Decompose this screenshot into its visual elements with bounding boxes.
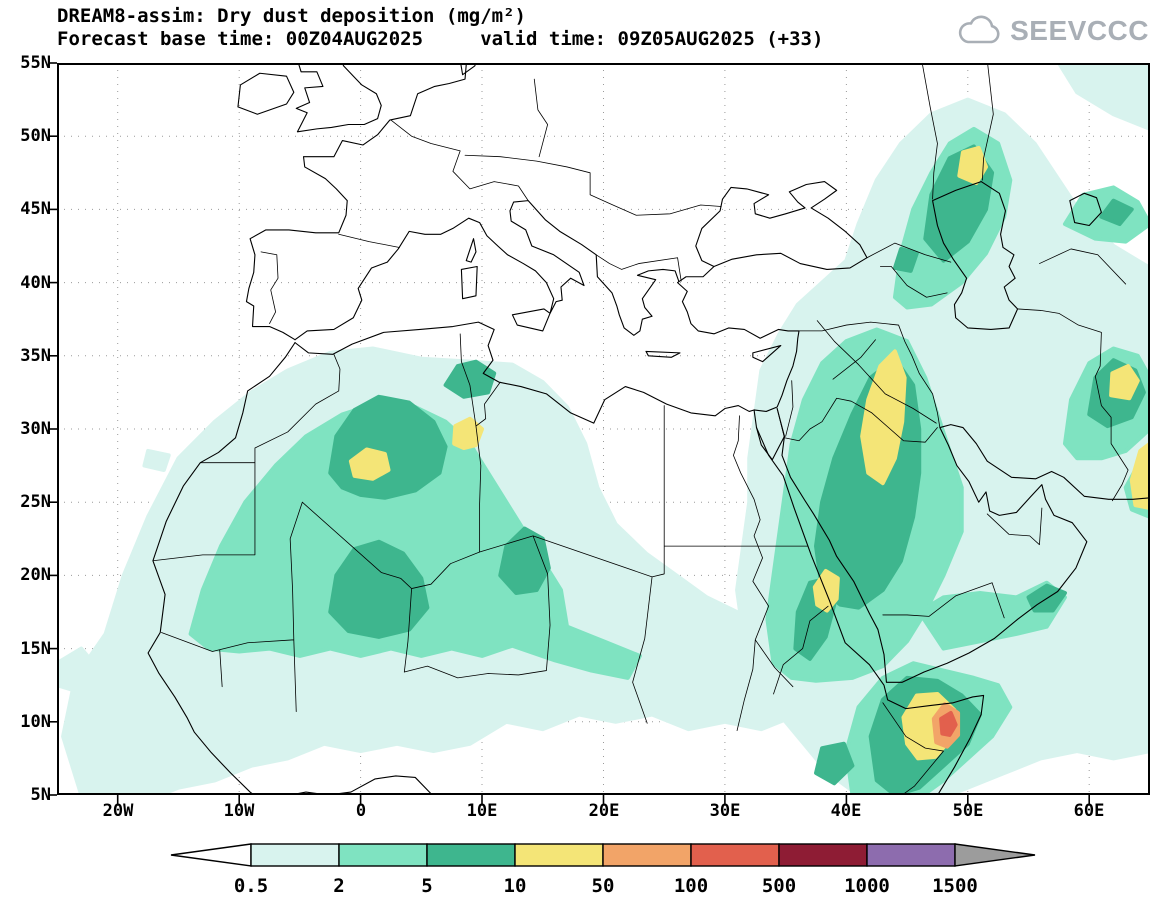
colorbar-segment bbox=[602, 843, 692, 867]
dust-contour bbox=[330, 542, 427, 637]
coastline-caspian-sea bbox=[933, 182, 1018, 330]
border-caucasus bbox=[867, 243, 951, 297]
colorbar-tick-label: 5 bbox=[421, 875, 432, 897]
lon-tick-label: 10W bbox=[223, 801, 255, 821]
colorbar-tick-label: 1500 bbox=[932, 875, 978, 897]
rivers bbox=[465, 60, 993, 731]
colorbar-arrow-left bbox=[170, 843, 252, 867]
coastline-south-europe bbox=[295, 201, 679, 340]
colorbar-tick-label: 100 bbox=[674, 875, 708, 897]
logo-text: SEEVCCC bbox=[1010, 15, 1149, 46]
border-tunisia-libya-algeria bbox=[460, 334, 500, 552]
lat-tick-label: 10N bbox=[20, 712, 51, 732]
dust-contour bbox=[815, 571, 838, 611]
lat-tick-label: 20N bbox=[20, 565, 51, 585]
lat-tick-label: 5N bbox=[30, 785, 51, 805]
lat-tick-label: 15N bbox=[20, 639, 51, 659]
border-iran-afghanistan-pakistan bbox=[1018, 249, 1129, 501]
lon-tick-label: 10E bbox=[466, 801, 498, 821]
dust-contour bbox=[959, 148, 986, 183]
colorbar-tick-label: 1000 bbox=[844, 875, 890, 897]
lon-tick-label: 40E bbox=[830, 801, 862, 821]
border-turkey-syria-iraq-iran bbox=[799, 322, 940, 427]
colorbar: 0.5 2 5 10 50 100 500 1000 1500 bbox=[163, 841, 1043, 903]
dust-contour bbox=[1132, 444, 1150, 508]
colorbar-tick-label: 0.5 bbox=[234, 875, 268, 897]
river-danube bbox=[465, 155, 721, 215]
coastline-denmark bbox=[460, 60, 477, 75]
dust-contour bbox=[1059, 63, 1150, 129]
axis-ticks bbox=[48, 62, 1090, 804]
river-volga-ural bbox=[922, 60, 994, 199]
coastline-britain bbox=[296, 60, 381, 132]
dust-contour bbox=[816, 744, 852, 784]
dust-contour bbox=[862, 351, 905, 483]
border-libya-egypt-sudan-chad bbox=[404, 406, 807, 724]
lon-tick-label: 20E bbox=[588, 801, 620, 821]
map-plot-area: 55N 50N 45N 40N 35N 30N 25N 20N 15N 10N … bbox=[20, 53, 1150, 821]
colorbar-segment bbox=[338, 843, 428, 867]
dust-deposition-layer bbox=[57, 63, 1150, 795]
map-subtitle: Forecast base time: 00Z04AUG2025 valid t… bbox=[57, 28, 824, 50]
border-jordan-iraq-saudi bbox=[777, 381, 937, 442]
dust-contour bbox=[454, 419, 482, 448]
lon-tick-label: 30E bbox=[709, 801, 741, 821]
map-frame bbox=[57, 63, 1150, 795]
lon-tick-label: 0 bbox=[355, 801, 367, 821]
colorbar-tick-label: 2 bbox=[333, 875, 344, 897]
map-canvas bbox=[48, 60, 1150, 804]
dust-contour bbox=[941, 713, 956, 735]
colorbar-tick-label: 500 bbox=[762, 875, 796, 897]
lat-tick-label: 45N bbox=[20, 199, 51, 219]
river-nile bbox=[733, 416, 793, 731]
lat-tick-label: 25N bbox=[20, 492, 51, 512]
lat-tick-label: 30N bbox=[20, 419, 51, 439]
colorbar-arrow-right bbox=[954, 843, 1036, 867]
border-sudan-ethiopia-somalia bbox=[773, 606, 943, 799]
dust-contour bbox=[895, 249, 917, 271]
dust-contour bbox=[1111, 366, 1138, 398]
dust-contour bbox=[144, 451, 168, 470]
colorbar-segment bbox=[426, 843, 516, 867]
coastline-aral-sea bbox=[1070, 193, 1102, 225]
dust-contour bbox=[191, 403, 640, 678]
river-euphrates-tigris bbox=[817, 321, 936, 423]
colorbar-tick-label: 10 bbox=[504, 875, 527, 897]
cloud-icon bbox=[959, 15, 1000, 44]
border-algeria-mali-niger bbox=[161, 502, 479, 711]
colorbar-segment bbox=[690, 843, 780, 867]
lon-tick-label: 20W bbox=[102, 801, 134, 821]
coastline-islands bbox=[461, 239, 780, 362]
lat-tick-label: 40N bbox=[20, 273, 51, 293]
lon-tick-label: 60E bbox=[1073, 801, 1105, 821]
lat-tick-label: 50N bbox=[20, 126, 51, 146]
map-title: DREAM8-assim: Dry dust deposition (mg/m²… bbox=[57, 5, 526, 27]
lon-tick-label: 50E bbox=[952, 801, 984, 821]
coastlines bbox=[148, 60, 1150, 807]
dust-contour bbox=[446, 362, 495, 397]
country-borders bbox=[153, 79, 1128, 799]
colorbar-segment bbox=[514, 843, 604, 867]
lat-tick-label: 35N bbox=[20, 346, 51, 366]
coastline-ireland bbox=[238, 73, 294, 114]
colorbar-segment bbox=[250, 843, 340, 867]
coastline-arabia-persian-gulf bbox=[782, 425, 1150, 683]
coastline-iberia-atlantic-europe bbox=[246, 64, 466, 339]
dust-contour bbox=[351, 449, 389, 478]
colorbar-segment bbox=[778, 843, 868, 867]
coastline-west-africa bbox=[148, 343, 295, 804]
lat-tick-label: 55N bbox=[20, 53, 51, 73]
border-saudi-yemen-oman-uae bbox=[883, 508, 1042, 618]
border-northwest-africa bbox=[153, 354, 340, 560]
seevccc-logo: SEEVCCC bbox=[956, 14, 1149, 48]
coastline-mediterranean-black-sea bbox=[295, 182, 867, 424]
colorbar-segment bbox=[866, 843, 956, 867]
colorbar-canvas: 0.5 2 5 10 50 100 500 1000 1500 bbox=[170, 843, 1036, 897]
border-europe bbox=[261, 79, 681, 323]
coastline-red-sea-somalia bbox=[756, 428, 983, 800]
dust-contour bbox=[1101, 201, 1131, 224]
colorbar-tick-label: 50 bbox=[592, 875, 615, 897]
